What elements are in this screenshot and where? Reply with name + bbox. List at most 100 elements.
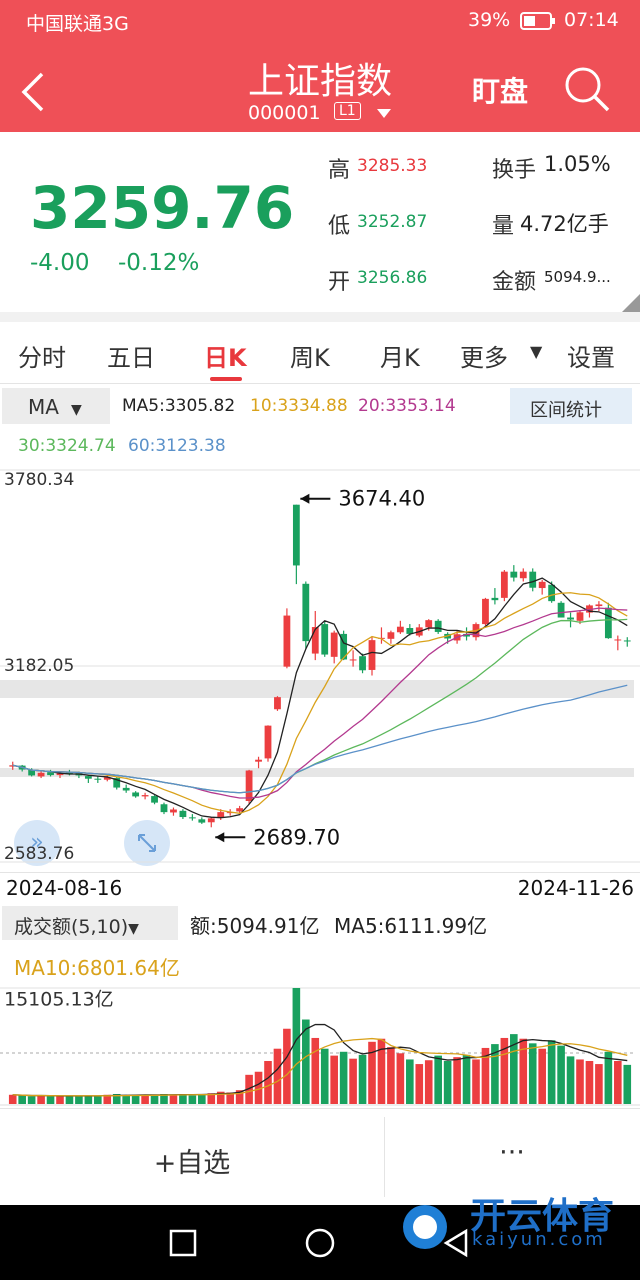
volume-bar [273, 1048, 282, 1104]
recent-button[interactable] [169, 1229, 197, 1257]
tab[interactable]: 月K [380, 344, 420, 372]
candle-body [567, 617, 574, 620]
candle-body [141, 795, 149, 797]
volume-bar [84, 1095, 93, 1104]
divider [0, 312, 640, 322]
add-watchlist-button[interactable]: +自选 [153, 1148, 231, 1179]
tab[interactable]: 五日 [107, 344, 155, 372]
range-stats-button[interactable]: 区间统计 [510, 388, 632, 424]
volume-bar [103, 1094, 112, 1104]
tab[interactable]: 周K [290, 344, 330, 372]
annotation-arrowhead [300, 493, 310, 504]
volume-bar [226, 1092, 234, 1104]
collapse-button[interactable] [14, 820, 60, 866]
candle-body [614, 639, 622, 641]
annotation-label: 3674.40 [338, 487, 425, 511]
candle-body [425, 620, 433, 628]
selector-arrow: ▼ [70, 402, 82, 418]
x-tick-label: 2024-11-26 [517, 876, 634, 900]
candle-body [103, 777, 111, 780]
tab[interactable]: 日K [204, 344, 247, 372]
volume-bar [349, 1058, 357, 1104]
tab[interactable]: 设置 [567, 344, 615, 372]
volume-bar [604, 1051, 613, 1104]
volume-bar [188, 1095, 197, 1104]
volume-bar [472, 1059, 480, 1104]
candle-body [122, 787, 130, 791]
watch-button[interactable]: 盯盘 [472, 75, 529, 108]
tab[interactable]: 分时 [18, 344, 66, 372]
volume-bar [235, 1090, 244, 1104]
y-tick-label: 15105.13亿 [4, 989, 114, 1011]
volume-bar [94, 1096, 102, 1104]
volume-chart: 15105.13亿 [0, 987, 640, 1106]
candle-body [245, 770, 253, 801]
volume-bar [302, 1019, 310, 1104]
volume-ma-line [12, 1037, 628, 1097]
volume-bar [292, 988, 301, 1104]
candle-body [302, 583, 310, 642]
clock: 07:14 [564, 9, 619, 31]
quote-panel: 3259.76 -4.00 -0.12% 高 3285.33 低 3252.87 开 32… [0, 132, 640, 312]
candle-body [179, 810, 187, 818]
volume-selector[interactable]: 成交额(5,10)▼ [2, 906, 178, 940]
candle-body [538, 581, 546, 589]
volume-bar [396, 1053, 405, 1104]
nav-bar: 开云体育 kaiyun.com [0, 1196, 640, 1280]
kline-chart: » 3780.34 3182.05 2583.76 3674.40 2689.70 [0, 469, 640, 866]
tab[interactable]: 更多 [460, 344, 508, 372]
expand-icon [138, 834, 156, 852]
indicator-selector[interactable]: MA ▼ [2, 388, 110, 424]
volume-bar [198, 1094, 206, 1104]
volume-bar [443, 1060, 452, 1104]
collapse-icon: » [30, 830, 43, 855]
candle-body [151, 796, 158, 803]
stat-value: 1.05% [544, 152, 611, 176]
dropdown-arrow[interactable] [376, 108, 392, 120]
volume-bar [519, 1038, 528, 1104]
stat-value: 4.72亿手 [520, 212, 609, 236]
back-nav-button[interactable] [443, 1228, 468, 1258]
volume-header: 成交额(5,10)▼ 额:5094.91亿 MA5:6111.99亿 MA10:68… [0, 904, 640, 984]
carrier: 中国联通3G [26, 13, 129, 35]
volume-bar [368, 1041, 376, 1104]
stat-value: 3285.33 [357, 156, 428, 176]
candle-body [406, 628, 414, 634]
volume-bar [500, 1037, 509, 1104]
candle-body [500, 571, 508, 598]
volume-bar [245, 1074, 253, 1104]
volume-bar [37, 1095, 45, 1104]
search-button[interactable] [562, 64, 612, 114]
back-button[interactable] [18, 70, 48, 114]
volume-bar [131, 1094, 140, 1104]
volume-bar [406, 1059, 414, 1104]
volume-bar [453, 1057, 461, 1104]
volume-bar [179, 1094, 187, 1104]
volume-bar [462, 1054, 471, 1104]
volume-bar [311, 1037, 320, 1104]
status-bar: 中国联通3G 39% 07:14 [0, 0, 640, 40]
home-button[interactable] [305, 1228, 335, 1258]
volume-bar [358, 1054, 367, 1104]
change: -4.00 [30, 250, 90, 276]
candle-body [576, 612, 584, 621]
candle-body [236, 808, 244, 812]
bottom-bar: +自选 ··· [0, 1108, 640, 1205]
level-badge[interactable]: L1 [334, 102, 361, 120]
volume-bar [491, 1044, 499, 1104]
dropdown-arrow[interactable]: ▼ [530, 342, 543, 361]
candle-body [368, 640, 376, 670]
volume-bar [254, 1071, 263, 1104]
ma-line [12, 684, 628, 794]
selector-label: MA [28, 395, 59, 419]
volume-bar [112, 1094, 121, 1104]
volume-bar [320, 1048, 329, 1104]
selector-arrow: ▼ [128, 921, 139, 937]
more-button[interactable]: ··· [499, 1137, 525, 1168]
annotation-label: 2689.70 [253, 825, 340, 849]
candle-body [264, 725, 272, 759]
volume-bar [434, 1055, 442, 1104]
candle-body [595, 604, 603, 607]
volume-bar [510, 1034, 518, 1104]
